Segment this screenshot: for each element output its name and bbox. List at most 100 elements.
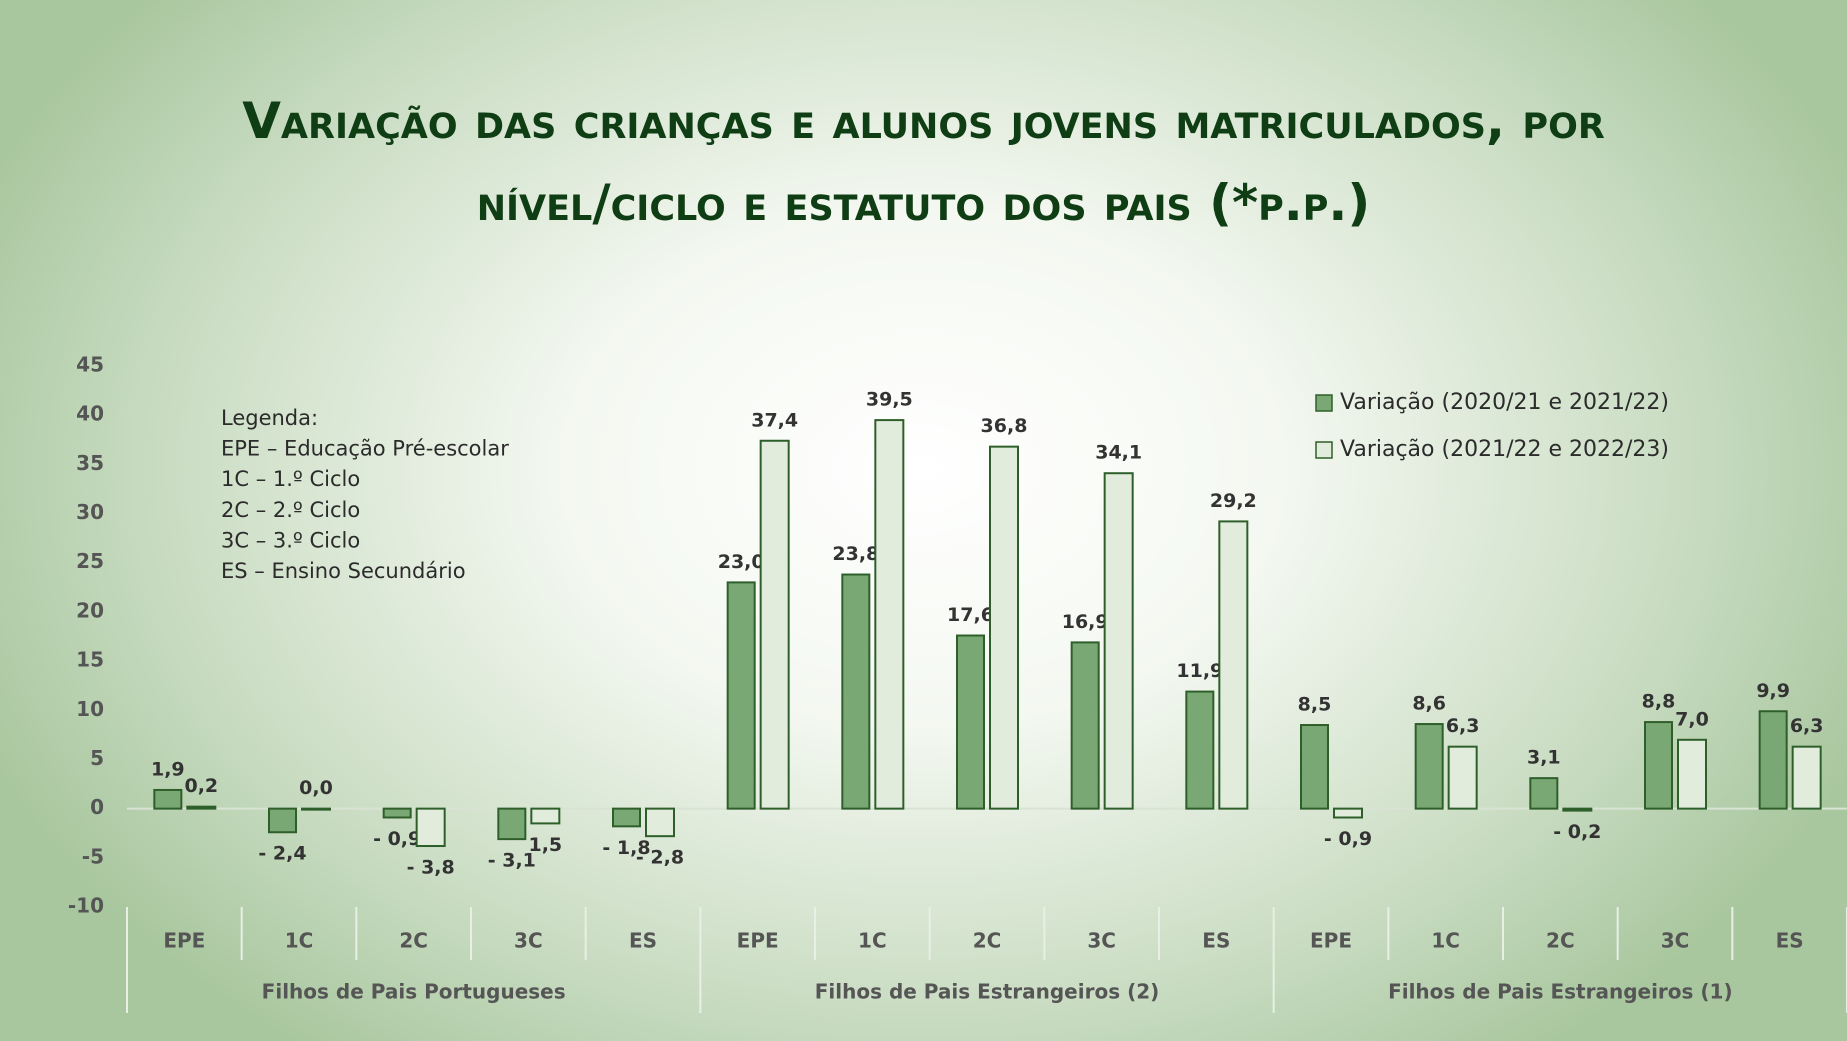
- value-label: 39,5: [866, 389, 913, 411]
- group-label: Filhos de Pais Estrangeiros (1): [1388, 980, 1733, 1004]
- bar: [612, 807, 641, 828]
- value-label: 3,1: [1527, 747, 1561, 769]
- bar: [1758, 710, 1788, 810]
- bar: [1414, 723, 1444, 810]
- bar: [989, 445, 1019, 810]
- value-label: - 2,8: [636, 847, 684, 869]
- bar: [1529, 777, 1559, 810]
- value-label: 36,8: [981, 415, 1028, 437]
- x-tick-label: ES: [1202, 929, 1230, 953]
- bar: [874, 419, 905, 810]
- bar: [1185, 690, 1215, 810]
- x-tick-label: EPE: [163, 929, 205, 953]
- bar: [1333, 807, 1363, 819]
- bar: [1070, 641, 1100, 810]
- bar: [956, 634, 985, 810]
- x-tick-label: 2C: [399, 929, 428, 953]
- bar: [1300, 724, 1329, 810]
- value-label: 37,4: [751, 409, 798, 431]
- value-label: 0,0: [299, 777, 333, 799]
- y-tick-label: 25: [76, 549, 104, 573]
- x-tick-label: ES: [629, 929, 657, 953]
- legend-swatch: [1315, 441, 1333, 459]
- value-label: - 3,1: [488, 850, 536, 872]
- bar: [759, 439, 790, 810]
- bar: [186, 805, 217, 810]
- x-tick-label: 2C: [1546, 929, 1575, 953]
- value-label: 8,6: [1412, 693, 1446, 715]
- value-label: 29,2: [1210, 490, 1257, 512]
- y-tick-label: 10: [76, 697, 104, 721]
- bar: [268, 807, 297, 834]
- bar: [1791, 745, 1822, 810]
- bar: [841, 573, 871, 810]
- value-label: 23,8: [832, 543, 879, 565]
- x-tick-label: 3C: [1087, 929, 1116, 953]
- value-label: 11,9: [1176, 660, 1223, 682]
- y-tick-label: -10: [68, 894, 104, 918]
- legend-note: 1C – 1.º Ciclo: [221, 467, 360, 491]
- value-label: - 0,9: [373, 828, 421, 850]
- y-tick-label: -5: [82, 844, 104, 868]
- x-tick-label: 2C: [973, 929, 1002, 953]
- value-label: 7,0: [1675, 708, 1709, 730]
- value-label: 34,1: [1095, 442, 1142, 464]
- value-label: 8,5: [1298, 694, 1332, 716]
- chart-title: Variação das crianças e alunos jovens ma…: [242, 92, 1605, 232]
- value-label: 6,3: [1446, 715, 1480, 737]
- bar: [1644, 721, 1673, 810]
- legend-swatch: [1315, 394, 1333, 412]
- bar: [497, 807, 527, 841]
- value-label: 0,2: [184, 775, 218, 797]
- value-label: 1,5: [528, 834, 562, 856]
- x-tick-label: 1C: [285, 929, 314, 953]
- bar: [301, 807, 331, 811]
- value-label: 6,3: [1790, 715, 1824, 737]
- x-tick-label: 1C: [858, 929, 887, 953]
- legend-label: Variação (2021/22 e 2022/23): [1340, 437, 1669, 462]
- y-tick-label: 0: [90, 795, 104, 819]
- bar: [1562, 807, 1593, 812]
- y-tick-label: 30: [76, 500, 104, 524]
- bar: [1677, 738, 1707, 810]
- legend-note: 2C – 2.º Ciclo: [221, 498, 360, 522]
- bar: [153, 788, 183, 810]
- value-label: 9,9: [1756, 680, 1790, 702]
- value-label: - 0,9: [1324, 828, 1372, 850]
- bar: [382, 807, 412, 819]
- y-tick-label: 15: [76, 648, 104, 672]
- x-tick-label: EPE: [1310, 929, 1352, 953]
- bar: [1103, 472, 1134, 810]
- value-label: - 1,8: [602, 837, 650, 859]
- y-tick-label: 40: [76, 402, 104, 426]
- y-tick-label: 35: [76, 451, 104, 475]
- value-label: - 0,2: [1553, 821, 1601, 843]
- value-label: - 2,4: [258, 843, 306, 865]
- bar: [726, 581, 756, 810]
- bar: [415, 807, 446, 848]
- value-label: 17,6: [947, 604, 994, 626]
- legend-note: Legenda:: [221, 406, 318, 430]
- legend-note: EPE – Educação Pré-escolar: [221, 437, 509, 461]
- x-tick-label: ES: [1776, 929, 1804, 953]
- bar: [645, 807, 675, 838]
- legend-label: Variação (2020/21 e 2021/22): [1340, 390, 1669, 415]
- x-tick-label: 3C: [1661, 929, 1690, 953]
- x-tick-label: EPE: [737, 929, 779, 953]
- y-tick-label: 20: [76, 598, 104, 622]
- y-tick-label: 5: [90, 746, 104, 770]
- bar: [1447, 745, 1478, 810]
- y-tick-label: 45: [76, 353, 104, 377]
- x-tick-label: 3C: [514, 929, 543, 953]
- value-label: - 3,8: [407, 857, 455, 879]
- group-label: Filhos de Pais Portugueses: [262, 980, 566, 1004]
- legend-note: 3C – 3.º Ciclo: [221, 528, 360, 552]
- value-label: 23,0: [718, 551, 765, 573]
- value-label: 8,8: [1642, 691, 1676, 713]
- value-label: 1,9: [151, 758, 185, 780]
- x-tick-label: 1C: [1431, 929, 1460, 953]
- bar: [1218, 520, 1249, 810]
- bar: [530, 807, 561, 825]
